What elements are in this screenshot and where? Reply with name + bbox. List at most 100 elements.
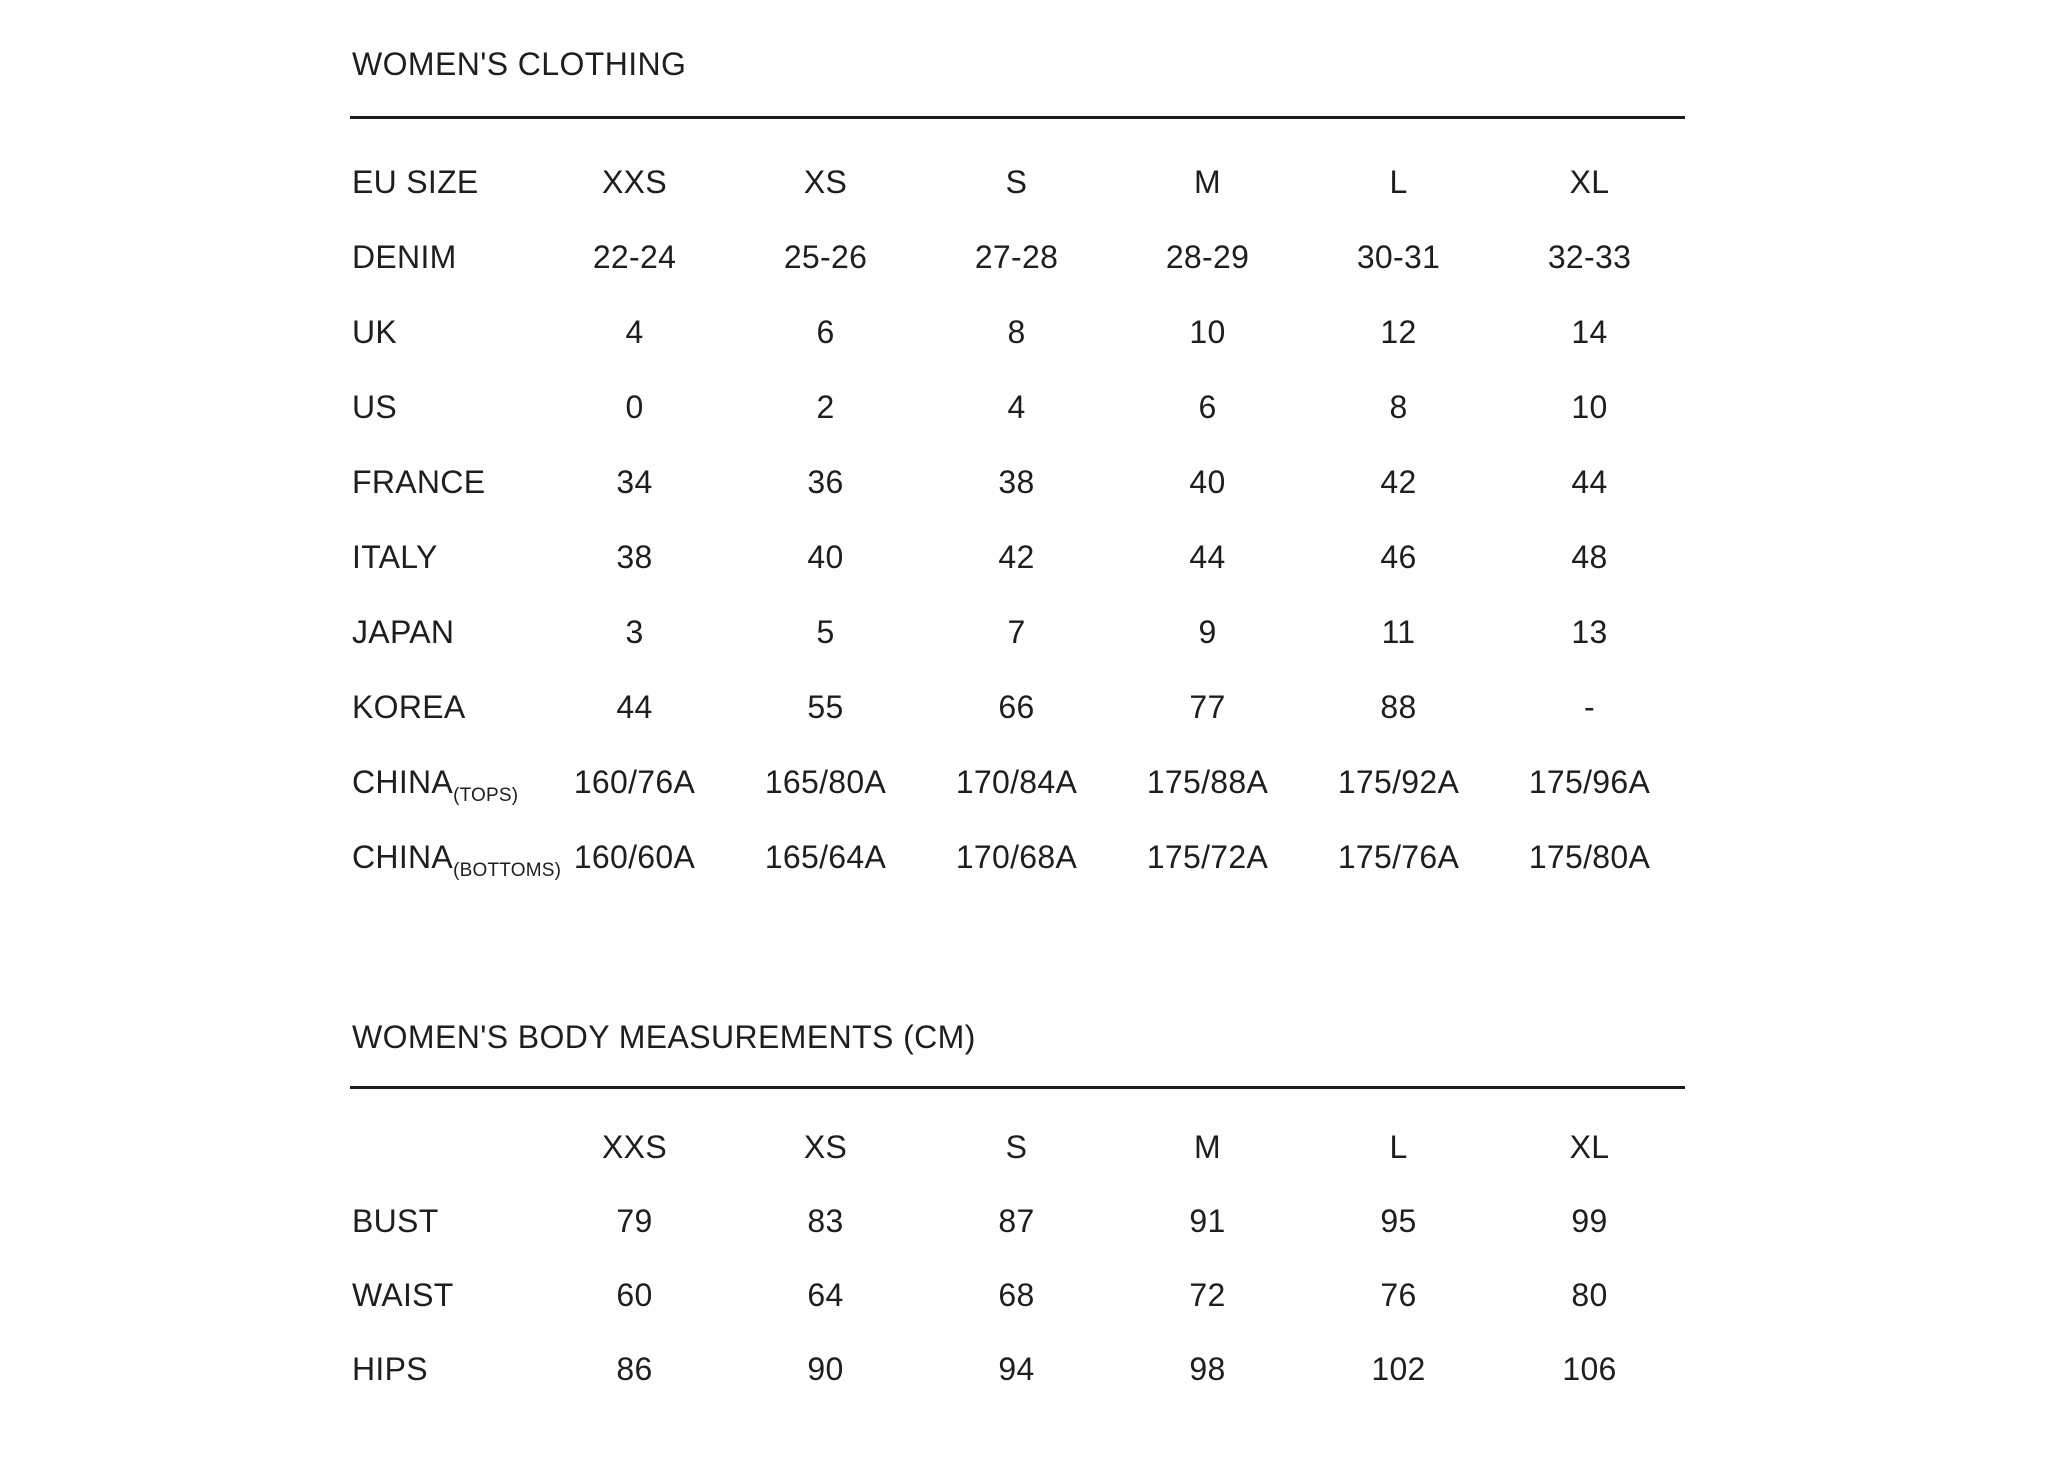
size-value: 42 [1380, 463, 1417, 500]
size-value: 10 [1571, 388, 1608, 425]
size-value: 13 [1571, 613, 1608, 650]
row-label: KOREA [352, 688, 466, 725]
header-row-label: EU SIZE [352, 163, 479, 200]
column-header: XXS [602, 163, 667, 200]
size-value: 10 [1189, 313, 1226, 350]
size-value: 99 [1571, 1203, 1608, 1239]
size-value: 66 [998, 688, 1035, 725]
size-value: 175/88A [1146, 763, 1269, 800]
row-label: BUST [352, 1203, 439, 1239]
size-value: 175/96A [1528, 763, 1651, 800]
row-label: FRANCE [352, 463, 486, 500]
size-value: 38 [998, 463, 1035, 500]
size-value: 8 [1389, 388, 1408, 425]
row-label: CHINA (TOPS) [352, 744, 539, 819]
size-value: 32-33 [1547, 238, 1632, 275]
size-value: 11 [1381, 613, 1416, 650]
size-value: 14 [1571, 313, 1608, 350]
row-label: CHINA (BOTTOMS) [352, 819, 561, 894]
column-header: XS [803, 1129, 848, 1165]
size-value: 170/84A [955, 763, 1078, 800]
column-header: M [1194, 163, 1221, 200]
column-header: S [1005, 1129, 1028, 1165]
size-value: 34 [616, 463, 653, 500]
size-value: 165/64A [764, 838, 887, 875]
size-value: 36 [807, 463, 844, 500]
size-value: 91 [1189, 1203, 1226, 1239]
size-value: 44 [1571, 463, 1608, 500]
size-value: - [1584, 688, 1595, 725]
size-value: 6 [1198, 388, 1217, 425]
size-value: 165/80A [764, 763, 887, 800]
divider-rule [350, 1086, 1685, 1089]
size-value: 64 [807, 1277, 844, 1313]
size-value: 40 [1189, 463, 1226, 500]
size-value: 44 [616, 688, 653, 725]
body-measurements-table: XXS XS S M L XL BUST 79 83 87 91 95 99 WAIST 60 64 68 72 7… [352, 1110, 1685, 1406]
column-header: S [1005, 163, 1028, 200]
size-value: 27-28 [974, 238, 1059, 275]
size-value: 28-29 [1165, 238, 1250, 275]
size-value: 87 [998, 1203, 1035, 1239]
column-header: L [1389, 163, 1408, 200]
size-value: 102 [1371, 1351, 1426, 1387]
row-label: DENIM [352, 238, 457, 275]
size-value: 76 [1380, 1277, 1417, 1313]
size-value: 175/76A [1337, 838, 1460, 875]
divider-rule [350, 116, 1685, 119]
size-value: 160/76A [573, 763, 696, 800]
womens-clothing-table: EU SIZE XXS XS S M L XL DENIM 22-24 25-26 27-28 28-… [352, 144, 1685, 894]
size-value: 48 [1571, 538, 1608, 575]
row-label: WAIST [352, 1277, 454, 1313]
size-value: 25-26 [783, 238, 868, 275]
size-value: 175/80A [1528, 838, 1651, 875]
row-label: US [352, 388, 398, 425]
size-value: 6 [816, 313, 835, 350]
size-value: 42 [998, 538, 1035, 575]
size-value: 79 [616, 1203, 653, 1239]
size-value: 175/92A [1337, 763, 1460, 800]
row-label-sub: (TOPS) [453, 785, 519, 806]
size-value: 5 [816, 613, 835, 650]
size-value: 72 [1189, 1277, 1226, 1313]
column-header: XL [1569, 1129, 1610, 1165]
column-header: L [1389, 1129, 1408, 1165]
size-value: 30-31 [1356, 238, 1441, 275]
size-value: 22-24 [592, 238, 677, 275]
size-value: 80 [1571, 1277, 1608, 1313]
row-label: JAPAN [352, 613, 455, 650]
size-value: 60 [616, 1277, 653, 1313]
size-value: 4 [1007, 388, 1026, 425]
row-label-sub: (BOTTOMS) [453, 860, 562, 881]
size-value: 38 [616, 538, 653, 575]
size-value: 7 [1007, 613, 1026, 650]
row-label: UK [352, 313, 398, 350]
size-value: 175/72A [1146, 838, 1269, 875]
size-value: 106 [1562, 1351, 1617, 1387]
size-value: 170/68A [955, 838, 1078, 875]
size-value: 3 [625, 613, 644, 650]
size-value: 4 [625, 313, 644, 350]
size-value: 95 [1380, 1203, 1417, 1239]
size-value: 12 [1380, 313, 1417, 350]
column-header: XXS [602, 1129, 667, 1165]
size-value: 90 [807, 1351, 844, 1387]
size-value: 44 [1189, 538, 1226, 575]
size-value: 68 [998, 1277, 1035, 1313]
row-label: HIPS [352, 1351, 428, 1387]
size-value: 83 [807, 1203, 844, 1239]
header-row-label [352, 1110, 539, 1184]
size-value: 0 [625, 388, 644, 425]
womens-clothing-title: WOMEN'S CLOTHING [352, 46, 687, 82]
row-label: ITALY [352, 538, 438, 575]
size-value: 55 [807, 688, 844, 725]
size-value: 86 [616, 1351, 653, 1387]
column-header: XL [1569, 163, 1610, 200]
size-value: 88 [1380, 688, 1417, 725]
size-value: 9 [1198, 613, 1217, 650]
size-value: 98 [1189, 1351, 1226, 1387]
size-value: 46 [1380, 538, 1417, 575]
column-header: XS [803, 163, 848, 200]
size-value: 40 [807, 538, 844, 575]
